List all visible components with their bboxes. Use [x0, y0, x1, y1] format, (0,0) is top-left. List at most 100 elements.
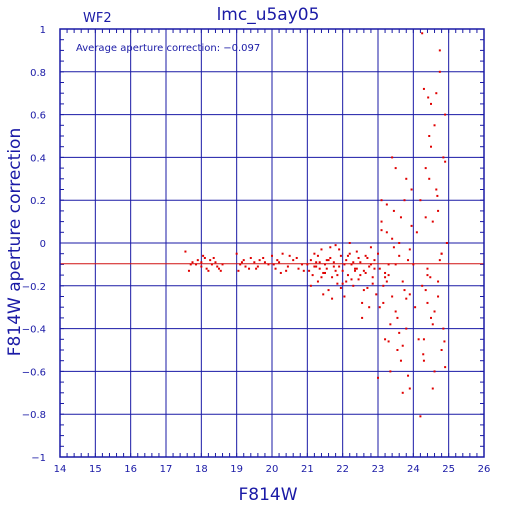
- average-annotation: Average aperture correction: −0.097: [76, 43, 260, 54]
- data-point: [345, 280, 348, 283]
- data-point: [371, 282, 374, 285]
- y-tick-label: −0.4: [22, 325, 46, 336]
- data-point: [375, 293, 378, 296]
- data-point: [384, 271, 387, 274]
- x-tick-label: 24: [407, 464, 420, 475]
- data-point: [338, 265, 341, 268]
- data-point: [380, 199, 383, 202]
- data-point: [248, 267, 251, 270]
- data-point: [429, 276, 432, 279]
- data-point: [354, 269, 357, 272]
- data-point: [371, 276, 374, 279]
- data-point: [203, 256, 206, 259]
- data-point: [320, 276, 323, 279]
- data-point: [262, 256, 265, 259]
- x-tick-label: 22: [336, 464, 349, 475]
- x-tick-label: 26: [478, 464, 491, 475]
- data-point: [436, 194, 439, 197]
- data-point: [426, 274, 429, 277]
- data-point: [332, 261, 335, 264]
- data-point: [430, 145, 432, 148]
- data-point: [443, 340, 446, 343]
- data-point: [385, 231, 388, 234]
- data-point: [288, 254, 291, 257]
- y-tick-label: −0.8: [22, 410, 46, 421]
- data-point: [200, 261, 203, 264]
- x-tick-label: 14: [54, 464, 67, 475]
- data-point: [348, 252, 351, 255]
- data-point: [405, 177, 408, 180]
- data-point: [422, 338, 425, 341]
- data-point: [350, 263, 353, 266]
- data-point: [195, 263, 198, 266]
- data-point: [355, 267, 358, 270]
- data-point: [271, 254, 273, 257]
- data-point: [352, 284, 355, 287]
- data-point: [437, 209, 440, 212]
- data-point: [433, 310, 436, 313]
- data-point: [357, 278, 360, 281]
- data-point: [366, 256, 369, 259]
- data-point: [445, 242, 448, 244]
- data-point: [440, 252, 443, 255]
- data-point: [324, 271, 326, 274]
- data-point: [368, 265, 371, 268]
- data-point: [369, 263, 372, 266]
- data-point: [424, 289, 427, 292]
- data-point: [221, 263, 224, 266]
- data-point: [207, 269, 210, 272]
- data-point: [343, 263, 346, 266]
- data-point: [240, 261, 243, 264]
- data-point: [382, 284, 385, 287]
- data-point: [387, 340, 390, 343]
- x-axis-label: F814W: [238, 485, 297, 505]
- data-point: [431, 387, 434, 390]
- data-point: [324, 263, 326, 266]
- data-point: [389, 323, 392, 326]
- data-point: [419, 415, 422, 418]
- data-point: [427, 96, 430, 99]
- x-tick-label: 25: [442, 464, 455, 475]
- data-point: [313, 252, 316, 255]
- data-point: [249, 256, 252, 259]
- data-point: [433, 124, 436, 127]
- data-point: [399, 359, 402, 362]
- data-point: [341, 282, 344, 285]
- data-point: [421, 32, 424, 35]
- data-point: [438, 70, 441, 73]
- data-point: [378, 267, 381, 270]
- data-point: [286, 265, 289, 268]
- data-point: [322, 271, 325, 274]
- data-point: [426, 267, 429, 270]
- data-point: [187, 269, 190, 272]
- data-point: [352, 261, 355, 264]
- data-point: [272, 263, 275, 266]
- y-tick-label: 0: [40, 239, 46, 250]
- data-points: [184, 32, 448, 418]
- data-point: [316, 280, 319, 283]
- y-tick-label: −0.2: [22, 282, 46, 293]
- data-point: [401, 391, 404, 394]
- data-point: [346, 254, 349, 257]
- data-point: [401, 280, 404, 283]
- data-point: [318, 261, 321, 264]
- data-point: [444, 113, 447, 116]
- data-point: [212, 256, 215, 259]
- y-tick-label: 0.4: [30, 153, 46, 164]
- data-point: [437, 295, 440, 298]
- data-point: [334, 244, 337, 247]
- data-point: [382, 301, 385, 304]
- data-point: [385, 280, 388, 283]
- data-point: [214, 261, 217, 264]
- data-point: [301, 263, 304, 266]
- data-point: [399, 216, 402, 219]
- data-point: [309, 284, 312, 287]
- data-point: [244, 265, 247, 268]
- data-point: [410, 224, 413, 227]
- data-point: [426, 301, 429, 304]
- data-point: [315, 265, 318, 268]
- data-point: [263, 261, 266, 264]
- data-point: [362, 269, 365, 272]
- data-point: [184, 250, 187, 253]
